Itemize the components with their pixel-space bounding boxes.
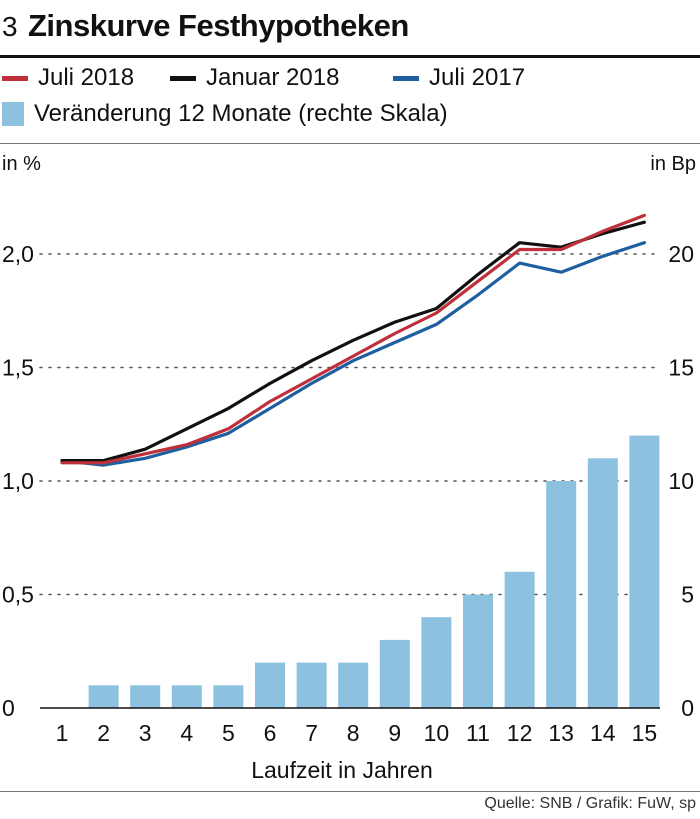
- x-tick-label: 6: [264, 720, 277, 746]
- bar-veraenderung-15: [629, 435, 660, 708]
- legend-swatch-juli-2018: [2, 75, 28, 81]
- legend-label-juli-2017: Juli 2017: [429, 64, 526, 91]
- source-note: Quelle: SNB / Grafik: FuW, sp: [484, 795, 696, 812]
- x-tick-label: 15: [632, 720, 658, 746]
- chart-number: 3: [2, 11, 18, 42]
- legend-swatch-veraenderung: [2, 102, 24, 126]
- bar-veraenderung-2: [88, 685, 119, 708]
- x-tick-label: 10: [424, 720, 450, 746]
- x-tick-label: 12: [507, 720, 533, 746]
- title-row: 3 Zinskurve Festhypotheken: [0, 8, 409, 50]
- line-juli-2018: [60, 213, 647, 465]
- x-tick-label: 8: [347, 720, 360, 746]
- bar-veraenderung-5: [213, 685, 244, 708]
- bar-veraenderung-13: [546, 481, 577, 708]
- x-tick-label: 13: [548, 720, 574, 746]
- right-tick-label: 10: [668, 468, 694, 494]
- right-axis-unit: in Bp: [650, 153, 696, 175]
- bar-veraenderung-3: [130, 685, 161, 708]
- left-tick-label: 2,0: [2, 241, 34, 267]
- legend-item-januar-2018: Januar 2018: [170, 64, 339, 92]
- bottom-rule: [0, 791, 700, 792]
- legend-swatch-januar-2018: [170, 75, 196, 81]
- x-axis-title: Laufzeit in Jahren: [251, 757, 433, 783]
- line-januar-2018: [60, 220, 647, 463]
- left-tick-label: 1,0: [2, 468, 34, 494]
- bar-veraenderung-4: [171, 685, 202, 708]
- bar-layer: [88, 435, 660, 708]
- line-juli-2017: [60, 241, 647, 467]
- bar-veraenderung-6: [255, 662, 285, 708]
- legend-swatch-juli-2017: [393, 75, 419, 81]
- bar-veraenderung-9: [379, 639, 410, 708]
- line-layer: [60, 213, 647, 467]
- x-tick-label: 1: [56, 720, 69, 746]
- legend-label-januar-2018: Januar 2018: [206, 64, 340, 91]
- x-tick-label: 11: [466, 720, 490, 746]
- left-tick-label: 0: [2, 695, 15, 721]
- bar-veraenderung-10: [421, 617, 452, 708]
- bar-veraenderung-12: [504, 571, 535, 708]
- bar-veraenderung-8: [338, 662, 369, 708]
- x-tick-label: 5: [222, 720, 235, 746]
- legend-label-juli-2018: Juli 2018: [38, 64, 135, 91]
- bar-veraenderung-7: [296, 662, 327, 708]
- right-tick-label: 20: [668, 241, 694, 267]
- legend-item-veraenderung: Veränderung 12 Monate (rechte Skala): [2, 100, 448, 128]
- legend-label-veraenderung: Veränderung 12 Monate (rechte Skala): [34, 100, 448, 127]
- legend-item-juli-2018: Juli 2018: [2, 64, 134, 92]
- right-tick-label: 15: [668, 355, 694, 381]
- x-tick-label: 14: [590, 720, 616, 746]
- left-tick-label: 1,5: [2, 355, 34, 381]
- x-tick-label: 4: [180, 720, 193, 746]
- x-tick-label: 9: [388, 720, 401, 746]
- bar-veraenderung-14: [587, 458, 618, 708]
- right-tick-label: 0: [681, 695, 694, 721]
- left-tick-label: 0,5: [2, 582, 34, 608]
- x-tick-label: 2: [97, 720, 110, 746]
- legend-item-juli-2017: Juli 2017: [393, 64, 525, 92]
- x-tick-label: 7: [305, 720, 318, 746]
- right-tick-label: 5: [681, 582, 694, 608]
- left-axis-unit: in %: [2, 153, 41, 175]
- bar-veraenderung-11: [463, 594, 493, 708]
- chart-title: Zinskurve Festhypotheken: [28, 8, 409, 43]
- title-rule: [0, 55, 700, 58]
- legend-rule: [0, 143, 700, 144]
- x-tick-label: 3: [139, 720, 152, 746]
